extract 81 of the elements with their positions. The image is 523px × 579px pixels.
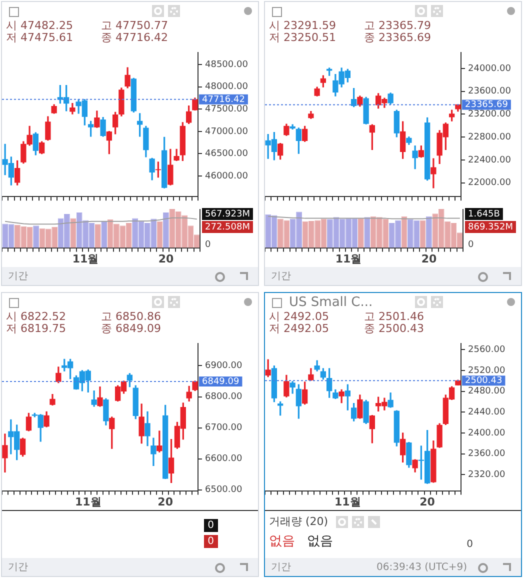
bar: [358, 218, 364, 248]
bar: [70, 218, 76, 248]
text: 시 47482.25: [6, 19, 74, 32]
bar: [94, 224, 101, 248]
text: 고 6850.86: [101, 310, 162, 323]
text: 저 47475.61: [6, 31, 74, 44]
y-tick-label: 48500.00: [205, 60, 248, 70]
y-tick-label: 22000.00: [468, 178, 512, 188]
bar: [420, 220, 426, 248]
y-tick-label: 2360.00: [468, 449, 506, 460]
bar: [156, 221, 163, 248]
text: 06:39:43 (UTC+9): [376, 562, 467, 572]
text: 0: [466, 539, 473, 550]
y-tick-label: 47000.00: [205, 126, 248, 137]
x-tick-label: 11월: [72, 252, 99, 266]
ref-line-label: 6849.09: [202, 376, 240, 387]
y-tick-label: 46500.00: [205, 149, 248, 160]
text: 시 23291.59: [269, 19, 337, 32]
x-tick-label: 20: [158, 495, 174, 508]
text: 고 23365.79: [364, 19, 432, 32]
x-tick-label: 11월: [334, 495, 361, 508]
text: 시 6822.52: [6, 310, 67, 323]
y-tick-label: 6900.00: [205, 361, 242, 372]
y-tick-label: 46000.00: [205, 171, 248, 182]
text: 저 2492.05: [269, 322, 330, 335]
text: 272.508M: [205, 222, 250, 232]
text: 기간: [271, 561, 291, 574]
text: 0: [205, 240, 211, 250]
text: 종 23365.69: [364, 31, 432, 44]
y-tick-label: 6500.00: [205, 485, 242, 496]
text: 0: [204, 519, 218, 532]
y-tick-label: 6800.00: [205, 392, 242, 402]
bar: [101, 221, 108, 248]
bar: [364, 217, 370, 248]
y-tick-label: 2400.00: [468, 428, 506, 438]
x-tick-label: 11월: [335, 252, 362, 266]
y-tick-label: 2320.00: [468, 470, 506, 480]
ref-line-label: 23365.69: [465, 100, 508, 110]
text: 종 2500.43: [364, 322, 425, 335]
x-tick-label: 20: [421, 252, 437, 266]
text: 기간: [8, 270, 28, 283]
ref-line-label: 47716.42: [202, 94, 245, 105]
y-tick-label: 23600.00: [468, 86, 512, 97]
y-tick-label: 24000.00: [468, 64, 512, 74]
bar: [426, 216, 432, 248]
y-tick-label: 48000.00: [205, 82, 248, 92]
bar: [163, 212, 169, 248]
x-tick-label: 11월: [74, 495, 102, 508]
text: 0: [204, 535, 218, 548]
y-tick-label: 6600.00: [205, 454, 242, 464]
bar: [33, 226, 39, 248]
text: 1.645B: [468, 209, 500, 220]
text: 고 2501.46: [364, 310, 425, 323]
text: 시 2492.05: [269, 310, 330, 323]
text: 종 47716.42: [101, 31, 169, 44]
text: 0: [468, 240, 474, 250]
ref-line-label: 2500.43: [465, 376, 502, 386]
chart-title: US Small C...: [289, 294, 373, 310]
text: 869.352M: [468, 222, 513, 232]
y-tick-label: 23200.00: [468, 110, 512, 120]
y-tick-label: 6700.00: [205, 423, 242, 434]
y-tick-label: 2520.00: [468, 366, 506, 376]
text: 저 23250.51: [269, 31, 337, 44]
text: 거래량 (20): [269, 515, 328, 528]
y-tick-label: 2560.00: [468, 344, 506, 355]
y-tick-label: 2480.00: [468, 386, 506, 397]
y-tick-label: 2440.00: [468, 407, 506, 418]
text: 고 47750.77: [101, 19, 169, 32]
text: 없음: [269, 534, 295, 549]
y-tick-label: 22400.00: [468, 155, 512, 166]
x-tick-label: 20: [158, 252, 174, 266]
y-tick-label: 22800.00: [468, 132, 512, 142]
text: 기간: [8, 561, 28, 574]
text: 종 6849.09: [101, 322, 162, 335]
text: 기간: [271, 270, 291, 283]
text: 저 6819.75: [6, 322, 67, 335]
text: 567.923M: [205, 209, 250, 220]
y-tick-label: 47500.00: [205, 104, 248, 114]
x-tick-label: 20: [420, 495, 436, 508]
text: 없음: [307, 534, 333, 549]
candlestick: [430, 158, 436, 188]
